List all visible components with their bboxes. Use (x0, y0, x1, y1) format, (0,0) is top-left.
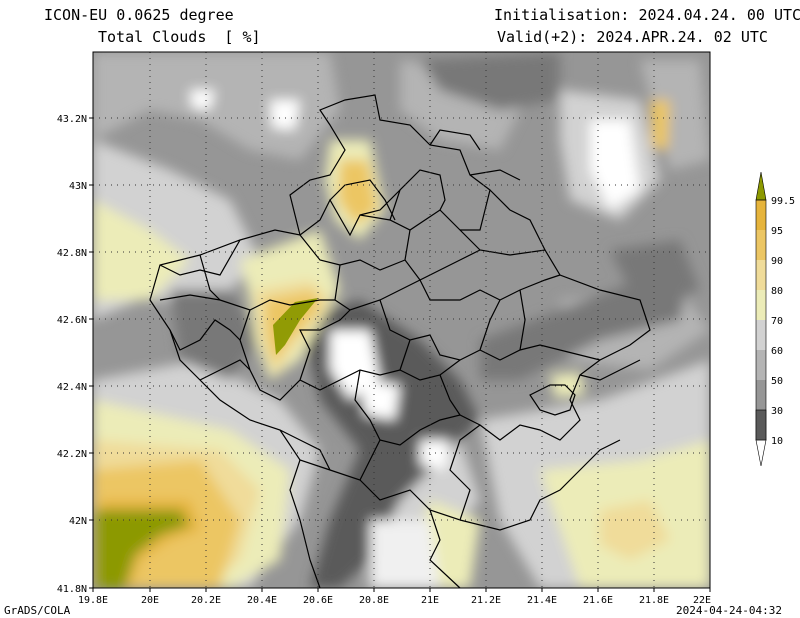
colorbar-label: 99.5 (771, 196, 795, 207)
colorbar-label: 95 (771, 226, 783, 237)
lon-label: 21.4E (527, 595, 557, 606)
tick-marks (89, 117, 711, 592)
lon-label: 19.8E (78, 595, 108, 606)
colorbar-segment (756, 380, 766, 410)
colorbar-label: 80 (771, 286, 783, 297)
lon-label: 20.6E (303, 595, 333, 606)
colorbar-segment (756, 350, 766, 380)
graticule (93, 52, 710, 588)
lon-label: 21.2E (471, 595, 501, 606)
colorbar: 99.5 95 90 80 70 60 50 30 10 (755, 171, 795, 467)
lon-label: 20.4E (247, 595, 277, 606)
lon-label: 21.8E (639, 595, 669, 606)
colorbar-label: 70 (771, 316, 783, 327)
footer-credit: GrADS/COLA (4, 604, 71, 617)
lat-labels: 43.2N 43N 42.8N 42.6N 42.4N 42.2N 42N 41… (57, 114, 87, 595)
colorbar-segment (756, 200, 766, 230)
lat-label: 42.4N (57, 382, 87, 393)
lon-label: 21.6E (583, 595, 613, 606)
variable-title: Total Clouds [ %] (98, 28, 261, 46)
init-time: Initialisation: 2024.04.24. 00 UTC (494, 6, 800, 24)
lat-label: 42.2N (57, 449, 87, 460)
cloud-field (93, 52, 710, 588)
admin-borders (149, 94, 651, 589)
lon-label: 22E (693, 595, 711, 606)
footer-timestamp: 2024-04-24-04:32 (676, 604, 782, 617)
lat-label: 41.8N (57, 584, 87, 595)
lat-label: 42.6N (57, 315, 87, 326)
colorbar-label: 30 (771, 406, 783, 417)
lon-label: 20.8E (359, 595, 389, 606)
lon-label: 20.2E (191, 595, 221, 606)
colorbar-segment (756, 260, 766, 290)
colorbar-label: 10 (771, 436, 783, 447)
valid-time: Valid(+2): 2024.APR.24. 02 UTC (497, 28, 768, 46)
colorbar-label: 60 (771, 346, 783, 357)
lon-labels: 19.8E 20E 20.2E 20.4E 20.6E 20.8E 21E 21… (78, 595, 711, 606)
lat-label: 42N (69, 516, 87, 527)
colorbar-segment (756, 290, 766, 320)
lat-label: 43N (69, 181, 87, 192)
lon-label: 21E (421, 595, 439, 606)
colorbar-segment (756, 230, 766, 260)
colorbar-top-triangle (756, 172, 766, 200)
map-frame (92, 51, 711, 589)
colorbar-segment (756, 320, 766, 350)
colorbar-label: 90 (771, 256, 783, 267)
colorbar-label: 50 (771, 376, 783, 387)
lon-label: 20E (141, 595, 159, 606)
lat-label: 43.2N (57, 114, 87, 125)
model-title: ICON-EU 0.0625 degree (44, 6, 234, 24)
lat-label: 42.8N (57, 248, 87, 259)
